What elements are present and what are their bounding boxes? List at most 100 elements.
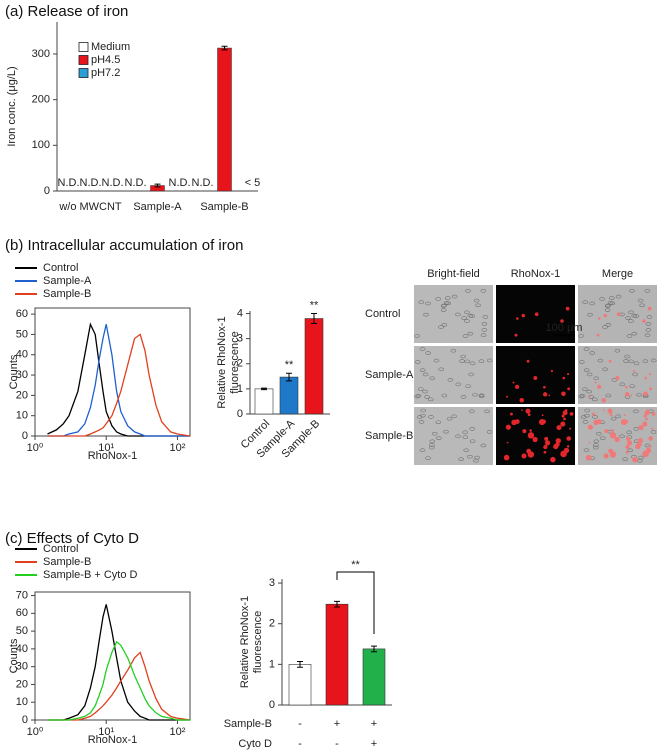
legend-swatch: [78, 68, 89, 78]
panel-title: (c) Effects of Cyto D: [5, 530, 139, 547]
cell: [467, 454, 473, 459]
cell: [578, 394, 585, 399]
cell: [464, 319, 470, 323]
cell: [475, 303, 481, 308]
error-bar: [311, 313, 317, 325]
fluorescence-spot: [591, 412, 595, 416]
cell: [586, 372, 593, 377]
cell: [605, 323, 612, 327]
cell: [639, 303, 645, 308]
cell: [465, 384, 471, 388]
fluorescence-spot: [598, 317, 601, 320]
bright-field-image: [414, 285, 493, 343]
fluorescence-spot: [541, 414, 544, 417]
cell: [414, 360, 421, 364]
cell: [419, 448, 426, 452]
legend-label: pH4.5: [91, 54, 120, 66]
error-bar: [154, 183, 161, 188]
y-tick-label: 0: [44, 185, 50, 197]
fluorescence-spot: [632, 369, 636, 373]
cell: [604, 308, 611, 312]
y-axis-label: Relative RhoNox-1: [216, 316, 228, 408]
fluorescence-spot: [648, 436, 653, 441]
fluorescence-spot: [521, 313, 525, 318]
fluorescence-spot: [566, 436, 571, 441]
fluorescence-spot: [532, 436, 538, 443]
cell: [414, 334, 420, 338]
fluorescence-spot: [522, 429, 527, 434]
fluorescence-spot: [529, 453, 534, 458]
cell: [480, 333, 487, 338]
cell: [443, 429, 449, 434]
legend-swatch: [78, 42, 89, 52]
fluorescence-spot: [645, 417, 648, 421]
fluorescence-spot: [649, 387, 653, 391]
cell: [602, 367, 608, 372]
legend-label: Medium: [91, 41, 130, 53]
fluorescence-spot: [543, 444, 548, 450]
histogram-line: [47, 640, 190, 721]
cell: [438, 367, 444, 372]
cell: [595, 431, 602, 436]
cell: [425, 301, 431, 306]
cell: [481, 322, 488, 326]
fluorescence-spot: [506, 441, 509, 444]
y-tick-label: 0: [22, 430, 28, 442]
y-tick-label: 3: [269, 577, 275, 589]
y-tick-label: 20: [16, 389, 28, 401]
fluorescence-spot: [563, 417, 566, 421]
fluorescence-spot: [529, 429, 532, 432]
bright-field-image: [414, 407, 493, 465]
x-tick-label: 10⁰: [27, 442, 44, 454]
fluorescence-spot: [623, 414, 626, 417]
legend-label: Sample-B: [43, 288, 91, 300]
fluorescence-spot: [603, 409, 605, 412]
legend-label: pH7.2: [91, 67, 120, 79]
fluorescence-spot: [544, 436, 549, 441]
fluorescence-spot: [503, 454, 510, 461]
cell: [460, 395, 467, 399]
condition-sign: -: [298, 718, 302, 730]
condition-sign: +: [371, 718, 377, 730]
cell: [584, 408, 590, 413]
cell: [615, 414, 621, 419]
cell: [429, 439, 436, 444]
cell: [472, 392, 478, 397]
fluorescence-spot: [526, 448, 532, 454]
fluorescence-spot: [642, 450, 649, 458]
fluorescence-spot: [625, 450, 629, 454]
cell: [582, 420, 589, 424]
y-tick-label: 60: [16, 607, 28, 619]
fluorescence-spot: [526, 359, 530, 363]
cell: [423, 312, 429, 317]
fluorescence-spot: [611, 453, 616, 458]
cell: [418, 300, 425, 305]
cell: [605, 393, 612, 398]
fluorescence-spot: [588, 395, 591, 398]
fluorescence-spot: [608, 359, 612, 363]
fluorescence-spot: [588, 441, 591, 444]
cell: [422, 372, 429, 377]
fluorescence-spot: [514, 384, 520, 389]
fluorescence-spot: [632, 456, 638, 463]
cell: [633, 409, 639, 414]
image-column-header: RhoNox-1: [511, 268, 561, 280]
y-tick-label: 50: [16, 328, 28, 340]
cell: [480, 443, 487, 448]
condition-sign: +: [334, 718, 340, 730]
plot-frame: [34, 591, 191, 721]
cell: [446, 416, 453, 421]
fluorescence-spot: [566, 372, 570, 376]
condition-name: Cyto D: [238, 738, 272, 750]
fluorescence-spot: [607, 408, 613, 414]
fluorescence-spot: [555, 438, 561, 444]
bar: [217, 47, 232, 192]
fluorescence-spot: [560, 450, 567, 458]
fluorescence-spot: [514, 333, 518, 337]
fluorescence-spot: [550, 369, 554, 373]
cell: [626, 430, 632, 435]
cell: [633, 361, 640, 366]
cell: [597, 358, 604, 363]
cell: [642, 359, 649, 364]
